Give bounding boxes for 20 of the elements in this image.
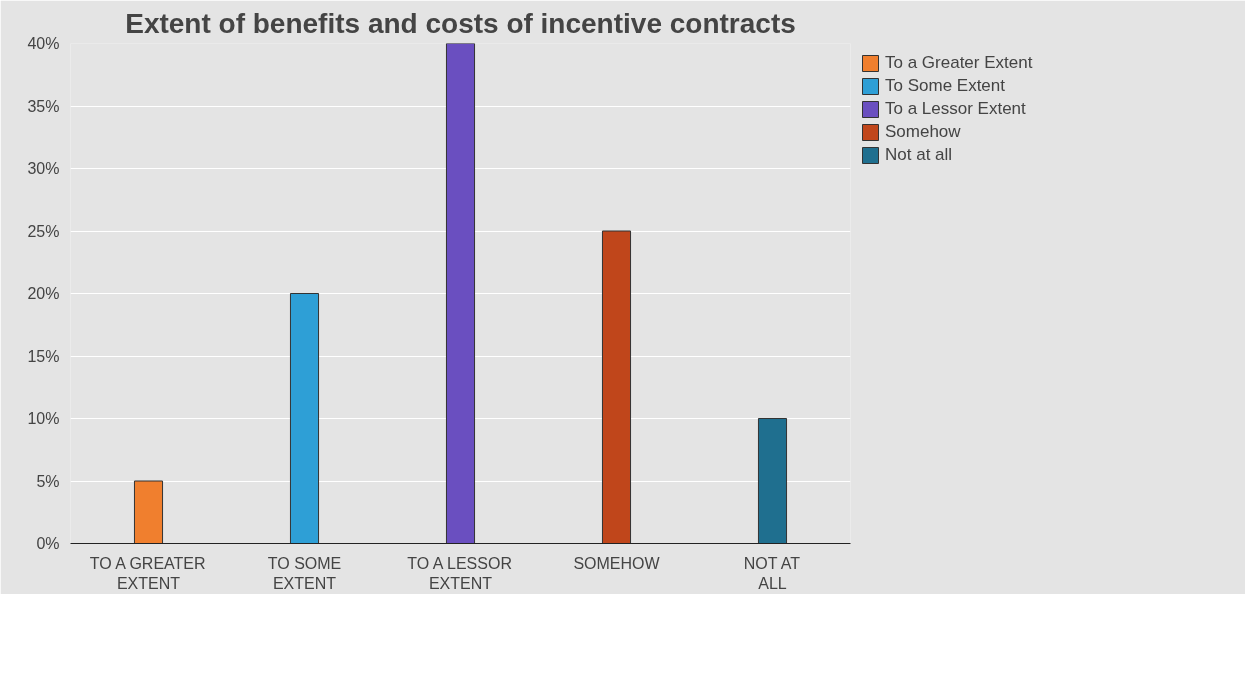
legend-label: To a Lessor Extent	[885, 99, 1026, 119]
legend-label: Not at all	[885, 145, 953, 165]
legend-label: Somehow	[885, 122, 961, 142]
x-tick-label: TO A LESSOR EXTENT	[407, 554, 512, 592]
x-tick-label: TO SOME EXTENT	[267, 554, 342, 592]
chart-title: Extent of benefits and costs of incentive contracts	[125, 7, 796, 39]
y-tick-label: 25%	[27, 222, 60, 240]
x-tick-label: TO A GREATER EXTENT	[89, 554, 206, 592]
y-tick-label: 40%	[27, 35, 60, 52]
y-tick-label: 10%	[27, 410, 60, 427]
x-tick-label: NOT AT ALL	[743, 554, 801, 592]
y-tick-label: 35%	[27, 97, 60, 115]
y-tick-label: 15%	[27, 347, 60, 365]
y-tick-label: 30%	[27, 160, 60, 177]
legend-label: To a Greater Extent	[885, 53, 1033, 73]
x-tick-label: SOMEHOW	[573, 554, 661, 572]
y-tick-label: 20%	[27, 285, 60, 302]
legend-label: To Some Extent	[885, 76, 1006, 96]
y-tick-label: 5%	[36, 472, 60, 490]
y-tick-label: 0%	[36, 535, 60, 552]
